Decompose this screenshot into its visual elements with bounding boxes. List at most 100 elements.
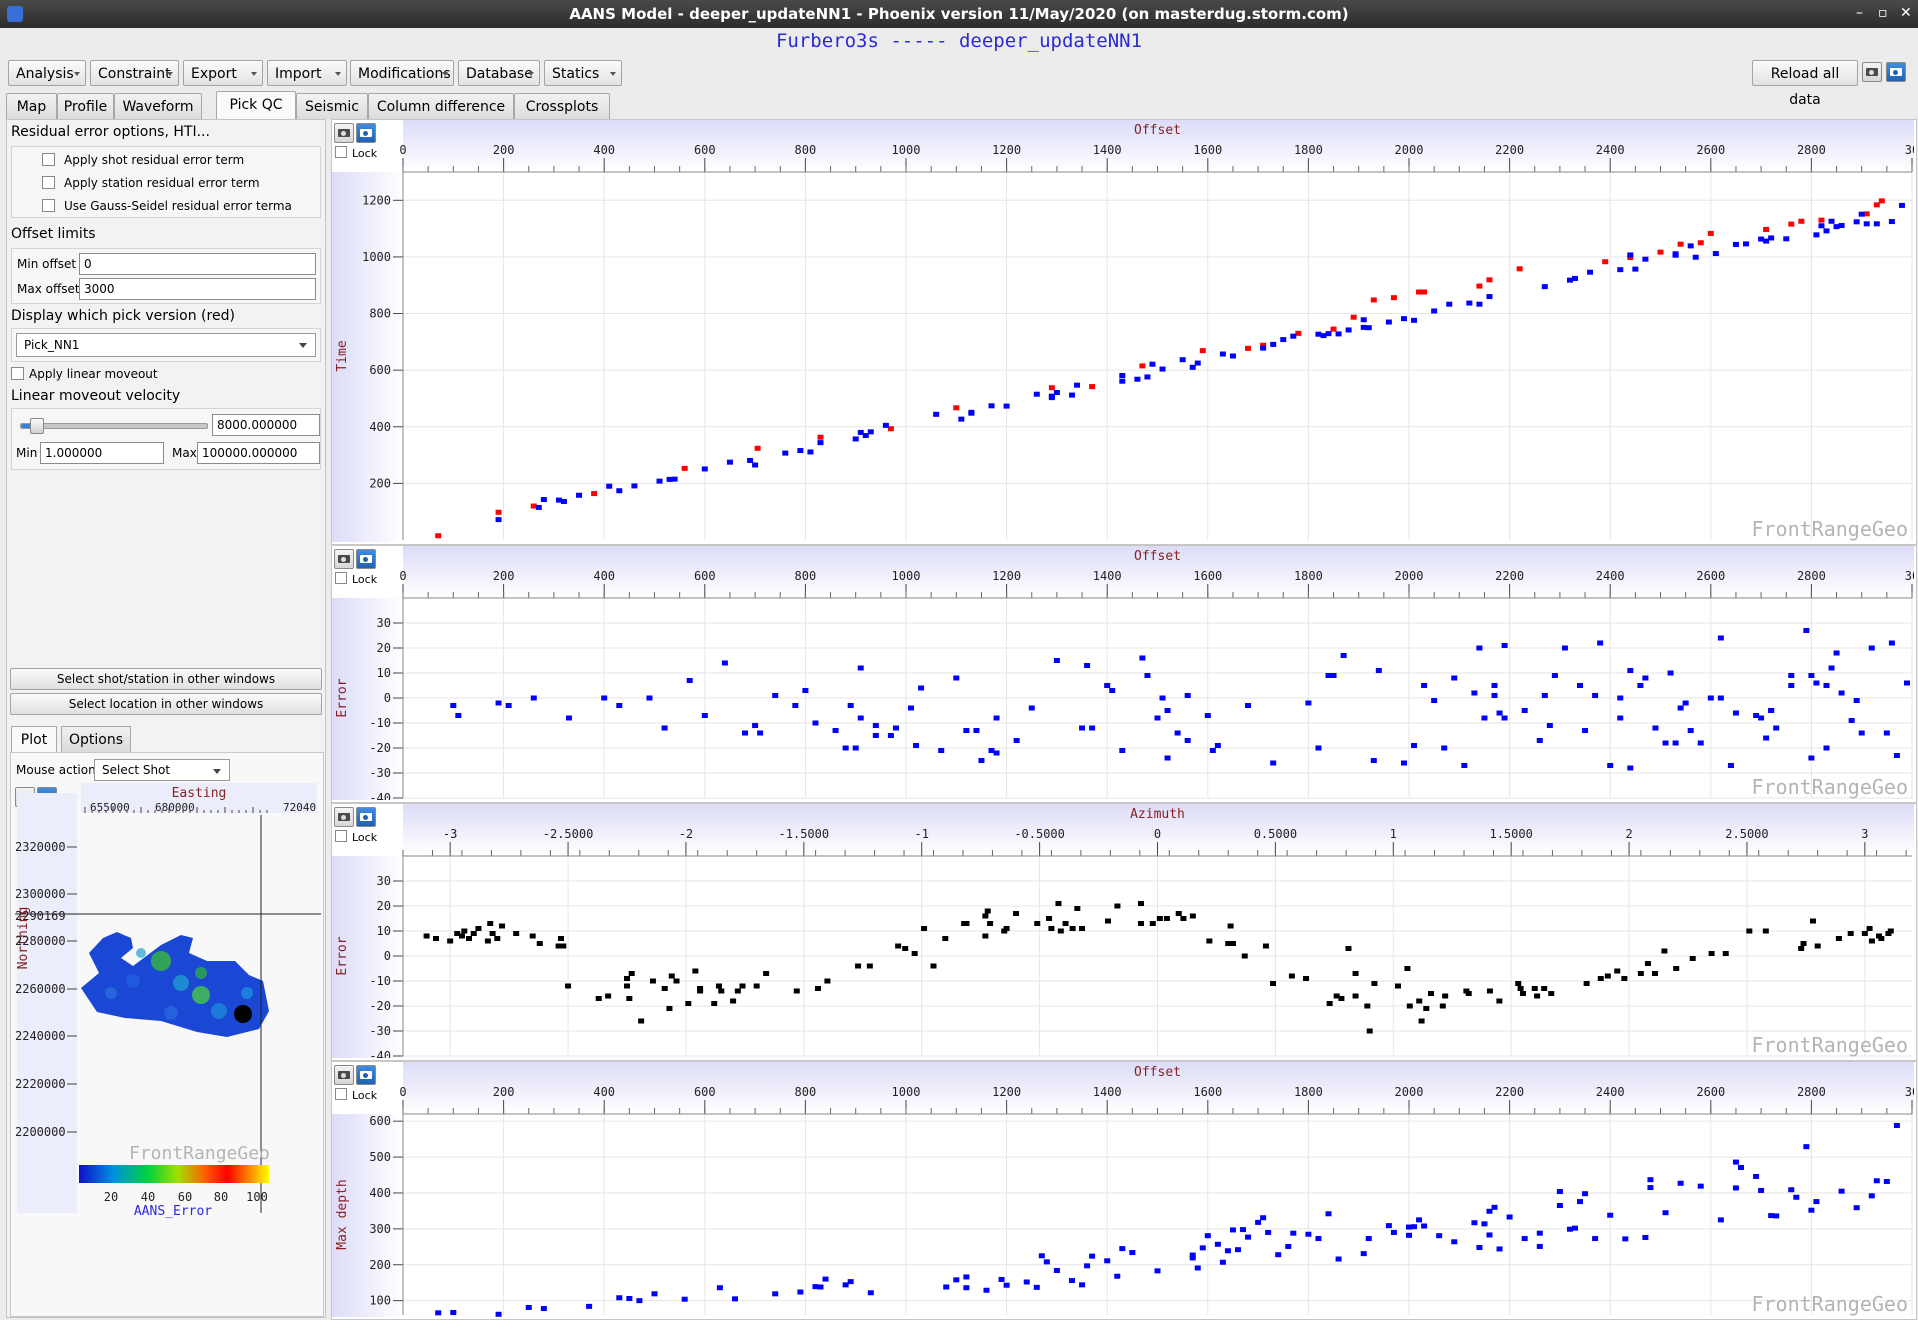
data-point xyxy=(1541,986,1548,991)
data-point xyxy=(1556,1203,1563,1209)
x-tick-label: 400 xyxy=(593,1085,615,1099)
chart-snapshot-icon[interactable] xyxy=(334,123,354,143)
tab-map[interactable]: Map xyxy=(6,93,57,119)
data-point xyxy=(963,728,970,733)
min-offset-input[interactable]: 0 xyxy=(79,253,316,275)
data-point xyxy=(1808,1207,1815,1213)
chart-max-depth-vs-offset[interactable]: Lock Offset Max depth 200 400 600 800 1000 1200 1… xyxy=(331,1061,1917,1320)
export-menu[interactable]: Export xyxy=(183,60,263,86)
data-point xyxy=(721,660,728,666)
map-plot[interactable]: Easting 655000 680000 72040 Northing 232… xyxy=(11,783,323,1316)
map-x-tick-680000: 680000 xyxy=(155,801,195,814)
chart-svg[interactable]: Offset Time 200 400 600 800 1000 1200 1400 1600 18… xyxy=(332,120,1914,542)
database-menu[interactable]: Database xyxy=(458,60,540,86)
data-point xyxy=(565,715,572,721)
tab-profile[interactable]: Profile xyxy=(57,93,114,119)
min-velocity-input[interactable]: 1.000000 xyxy=(40,442,164,464)
lmo-velocity-input[interactable]: 8000.000000 xyxy=(212,414,320,436)
tab-pick-qc[interactable]: Pick QC xyxy=(216,91,296,119)
close-icon[interactable]: ✕ xyxy=(1900,5,1912,21)
chart-camera-icon[interactable] xyxy=(356,1065,376,1085)
x-tick-label: 0.5000 xyxy=(1254,827,1297,841)
data-point xyxy=(1285,1243,1292,1249)
data-point xyxy=(1697,1183,1704,1189)
data-point xyxy=(1159,695,1166,701)
data-point xyxy=(1687,728,1694,733)
tab-waveform[interactable]: Waveform xyxy=(114,93,202,119)
data-point xyxy=(817,1284,824,1290)
lmo-velocity-slider[interactable] xyxy=(20,418,208,434)
snapshot-icon[interactable] xyxy=(1862,62,1882,82)
subtab-plot[interactable]: Plot xyxy=(11,726,57,752)
chart-time-vs-offset[interactable]: Lock Offset Time 200 400 600 800 1000 1200 1400 16… xyxy=(331,119,1917,545)
chart-lock-checkbox[interactable] xyxy=(335,830,347,842)
chart-snapshot-icon[interactable] xyxy=(334,807,354,827)
subtab-options[interactable]: Options xyxy=(61,726,131,752)
max-offset-input[interactable]: 3000 xyxy=(79,278,316,300)
select-location-button[interactable]: Select location in other windows xyxy=(10,693,322,715)
data-point xyxy=(1180,916,1187,921)
chart-camera-icon[interactable] xyxy=(356,549,376,569)
chart-lock-label: Lock xyxy=(352,1089,378,1102)
pick-version-select[interactable]: Pick_NN1 xyxy=(16,333,316,357)
data-point xyxy=(685,1001,692,1006)
chart-camera-icon[interactable] xyxy=(356,807,376,827)
select-shot-station-button[interactable]: Select shot/station in other windows xyxy=(10,668,322,690)
camera-icon[interactable] xyxy=(1886,62,1906,82)
data-point xyxy=(1597,640,1604,646)
map-crosshair-label: 2290169 xyxy=(15,909,66,923)
max-velocity-input[interactable]: 100000.000000 xyxy=(197,442,320,464)
data-point xyxy=(1531,986,1538,991)
data-point xyxy=(982,913,989,919)
data-point xyxy=(1204,1233,1211,1239)
data-point xyxy=(847,1279,854,1285)
data-point xyxy=(753,983,760,989)
data-point xyxy=(1813,232,1820,238)
data-point xyxy=(1034,921,1041,926)
data-point xyxy=(1184,693,1191,698)
data-point xyxy=(1627,254,1634,260)
data-point xyxy=(988,403,995,409)
mouse-action-select[interactable]: Select Shot xyxy=(94,759,230,781)
import-menu[interactable]: Import xyxy=(267,60,347,86)
constraint-menu[interactable]: Constraint xyxy=(90,60,179,86)
chart-error-vs-offset[interactable]: Lock Offset Error 200 400 600 800 1000 1200 1400 1… xyxy=(331,545,1917,803)
statics-menu[interactable]: Statics xyxy=(544,60,622,86)
gauss-seidel-checkbox[interactable] xyxy=(42,199,55,212)
data-point xyxy=(1814,943,1821,949)
chart-camera-icon[interactable] xyxy=(356,123,376,143)
chart-error-vs-azimuth[interactable]: Lock Azimuth Error -3 -2.5000 -2 -1.5000 -1 -0.5… xyxy=(331,803,1917,1061)
data-point xyxy=(1813,680,1820,686)
chart-lock-checkbox[interactable] xyxy=(335,1088,347,1100)
chart-lock-checkbox[interactable] xyxy=(335,146,347,158)
data-point xyxy=(1486,277,1493,283)
reload-all-data-button[interactable]: Reload all data xyxy=(1752,60,1858,108)
data-point xyxy=(1773,1213,1780,1219)
lmo-slider-handle[interactable] xyxy=(29,418,44,434)
chart-snapshot-icon[interactable] xyxy=(334,1065,354,1085)
data-point xyxy=(1743,241,1750,247)
chart-svg[interactable]: Azimuth Error -3 -2.5000 -2 -1.5000 -1 -0.5000 0… xyxy=(332,804,1914,1058)
data-point xyxy=(1013,911,1020,916)
data-point xyxy=(1682,700,1689,706)
maximize-icon[interactable]: ▫ xyxy=(1878,5,1888,21)
data-point xyxy=(1536,1243,1543,1249)
tab-column-difference[interactable]: Column difference xyxy=(368,93,514,119)
data-point xyxy=(1476,645,1483,651)
data-point xyxy=(867,429,874,435)
tab-seismic[interactable]: Seismic xyxy=(296,93,368,119)
apply-linear-moveout-checkbox[interactable] xyxy=(11,367,24,380)
chart-lock-checkbox[interactable] xyxy=(335,572,347,584)
chart-snapshot-icon[interactable] xyxy=(334,549,354,569)
analysis-menu[interactable]: Analysis xyxy=(8,60,86,86)
station-residual-checkbox[interactable] xyxy=(42,176,55,189)
tab-crossplots[interactable]: Crossplots xyxy=(514,93,610,119)
data-point xyxy=(1622,1236,1629,1242)
shot-residual-label: Apply shot residual error term xyxy=(64,153,245,167)
shot-residual-checkbox[interactable] xyxy=(42,153,55,166)
data-point xyxy=(1057,928,1064,934)
minimize-icon[interactable]: – xyxy=(1856,5,1863,21)
modifications-menu[interactable]: Modifications xyxy=(350,60,454,86)
